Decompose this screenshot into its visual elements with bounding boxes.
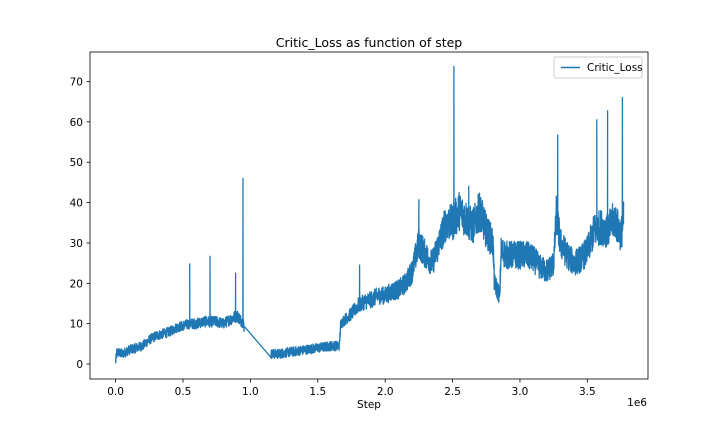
x-tick-label-3: 1.5 bbox=[309, 386, 326, 398]
x-axis-offset-label: 1e6 bbox=[627, 397, 647, 409]
x-tick-label-0: 0.0 bbox=[107, 386, 124, 398]
y-tick-label-3: 30 bbox=[70, 238, 83, 250]
legend-frame bbox=[553, 56, 643, 79]
x-tick-label-7: 3.5 bbox=[579, 386, 596, 398]
x-axis-label: Step bbox=[357, 399, 381, 411]
y-tick-label-7: 70 bbox=[70, 76, 83, 88]
x-tick-label-4: 2.0 bbox=[377, 386, 394, 398]
series-line-critic-loss bbox=[114, 65, 625, 364]
x-tick-label-1: 0.5 bbox=[175, 386, 192, 398]
x-axis: 0.0 0.5 1.0 1.5 2.0 2.5 3.0 3.5 bbox=[107, 379, 596, 398]
series-layer bbox=[114, 65, 625, 364]
x-tick-label-5: 2.5 bbox=[444, 386, 461, 398]
y-tick-label-2: 20 bbox=[70, 278, 83, 290]
plot-frame bbox=[89, 51, 649, 380]
y-axis: 0 10 20 30 40 50 60 70 bbox=[70, 76, 90, 371]
x-tick-label-2: 1.0 bbox=[242, 386, 259, 398]
y-tick-label-5: 50 bbox=[70, 157, 83, 169]
y-tick-label-4: 40 bbox=[70, 198, 83, 210]
y-tick-label-0: 0 bbox=[76, 359, 83, 371]
legend: Critic_Loss bbox=[553, 56, 643, 79]
y-tick-label-6: 60 bbox=[70, 117, 83, 129]
x-tick-label-6: 3.0 bbox=[512, 386, 529, 398]
y-tick-label-1: 10 bbox=[70, 319, 83, 331]
legend-entry-critic-loss: Critic_Loss bbox=[587, 62, 643, 74]
chart-title: Critic_Loss as function of step bbox=[276, 35, 463, 50]
